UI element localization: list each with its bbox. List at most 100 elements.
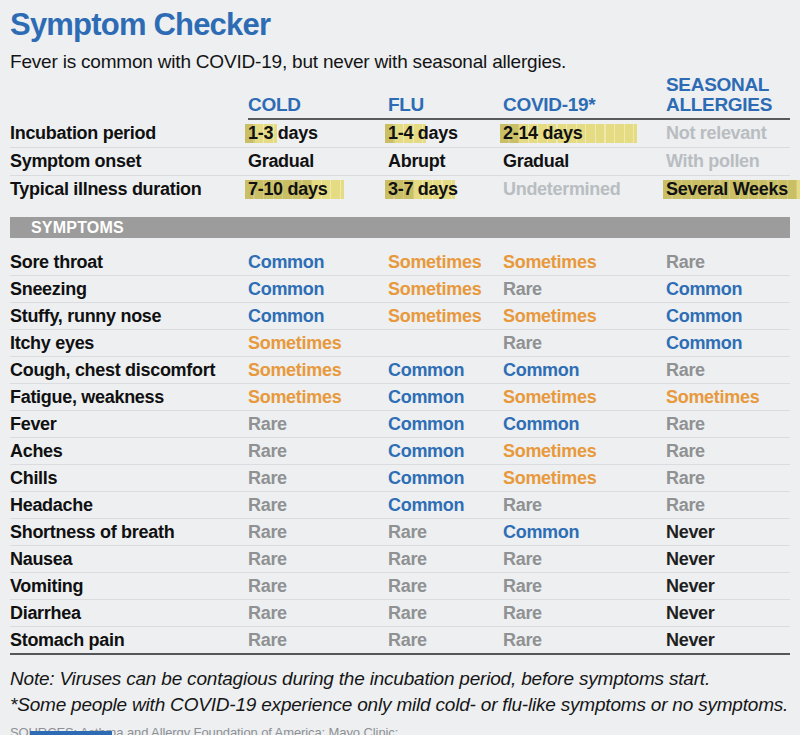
cell-value: Rare	[503, 603, 666, 624]
row-label: Cough, chest discomfort	[10, 360, 248, 381]
cell-value: Sometimes	[388, 279, 503, 300]
cell-text: Sometimes	[388, 306, 481, 326]
cell-text: Sometimes	[503, 252, 596, 272]
sources-block: SOURCES: Asthma and Allergy Foundation o…	[10, 726, 790, 735]
cell-value: Common	[388, 414, 503, 435]
cell-text: Sometimes	[248, 387, 341, 407]
cell-text: Rare	[388, 630, 427, 650]
cell-value: Never	[666, 549, 790, 570]
table-row: Cough, chest discomfortSometimesCommonCo…	[10, 357, 790, 384]
note-incubation: Note: Viruses can be contagious during t…	[10, 666, 790, 692]
cell-text: Rare	[503, 549, 542, 569]
cell-text: Rare	[666, 414, 705, 434]
cell-value: Abrupt	[388, 151, 503, 172]
cell-text: Gradual	[248, 151, 314, 171]
column-header-seasonal-allergies: SEASONAL ALLERGIES	[666, 75, 761, 115]
cell-value: Common	[388, 441, 503, 462]
cell-value: Rare	[248, 522, 388, 543]
cell-text: Sometimes	[388, 279, 481, 299]
cell-value: 1-4 days	[388, 123, 503, 144]
cropped-next-section-fragment	[30, 731, 112, 735]
cell-value: Common	[666, 333, 790, 354]
cell-text: Common	[503, 360, 579, 380]
cell-text: Common	[388, 387, 464, 407]
cell-text: Gradual	[503, 151, 569, 171]
symptoms-table: Sore throatCommonSometimesSometimesRareS…	[10, 249, 790, 655]
cell-value: Common	[388, 360, 503, 381]
cell-text: Never	[666, 522, 715, 542]
column-header-flu: FLU	[388, 95, 503, 115]
cell-text: 1-4 days	[388, 123, 458, 143]
cell-value: Rare	[666, 468, 790, 489]
cell-text: 7-10 days	[248, 179, 327, 199]
cell-value: Rare	[666, 252, 790, 273]
cell-value: Gradual	[503, 151, 666, 172]
cell-value: Common	[388, 468, 503, 489]
cell-text: Rare	[248, 522, 287, 542]
row-label: Shortness of breath	[10, 522, 248, 543]
cell-text: Rare	[388, 603, 427, 623]
table-row: Symptom onsetGradualAbruptGradualWith po…	[10, 148, 790, 176]
cell-value: Never	[666, 603, 790, 624]
table-row: Typical illness duration7-10 days3-7 day…	[10, 176, 790, 203]
cell-value: Rare	[503, 549, 666, 570]
table-row: Sore throatCommonSometimesSometimesRare	[10, 249, 790, 276]
cell-value: Rare	[248, 441, 388, 462]
row-label: Sneezing	[10, 279, 248, 300]
row-label: Incubation period	[10, 123, 248, 144]
cell-value: Rare	[388, 522, 503, 543]
cell-text: Common	[388, 468, 464, 488]
cell-value: Rare	[248, 576, 388, 597]
cell-value: Rare	[248, 414, 388, 435]
cell-text: Sometimes	[388, 252, 481, 272]
column-header-cold: COLD	[248, 95, 388, 115]
cell-text: Rare	[248, 630, 287, 650]
page-title: Symptom Checker	[10, 8, 790, 42]
cell-value: Rare	[666, 360, 790, 381]
table-row: AchesRareCommonSometimesRare	[10, 438, 790, 465]
cell-text: 2-14 days	[503, 123, 582, 143]
row-label: Fatigue, weakness	[10, 387, 248, 408]
notes: Note: Viruses can be contagious during t…	[10, 666, 790, 718]
cell-value: Gradual	[248, 151, 388, 172]
cell-value: Common	[248, 306, 388, 327]
cell-value: Undetermined	[503, 179, 666, 200]
cell-value: Sometimes	[388, 306, 503, 327]
cell-value: Rare	[248, 549, 388, 570]
cell-value: Common	[503, 414, 666, 435]
cell-text: Common	[388, 441, 464, 461]
cell-value: Common	[666, 279, 790, 300]
cell-value: Sometimes	[503, 387, 666, 408]
cell-text: Rare	[248, 495, 287, 515]
cell-value: 2-14 days	[503, 123, 666, 144]
cell-text: Sometimes	[503, 441, 596, 461]
cell-value: 7-10 days	[248, 179, 388, 200]
row-label: Nausea	[10, 549, 248, 570]
note-covid-footnote: *Some people with COVID-19 experience on…	[10, 692, 790, 718]
cell-text: Undetermined	[503, 179, 620, 199]
cell-value: Rare	[666, 495, 790, 516]
row-label: Sore throat	[10, 252, 248, 273]
cell-value: Common	[666, 306, 790, 327]
cell-text: Sometimes	[503, 306, 596, 326]
column-header-row: COLD FLU COVID-19* SEASONAL ALLERGIES	[10, 75, 790, 118]
table-row: HeadacheRareCommonRareRare	[10, 492, 790, 519]
cell-text: Rare	[503, 576, 542, 596]
cell-value: Sometimes	[248, 387, 388, 408]
cell-text: Rare	[388, 522, 427, 542]
table-row: Stomach painRareRareRareNever	[10, 627, 790, 653]
cell-value: Rare	[503, 333, 666, 354]
cell-value: Rare	[248, 495, 388, 516]
row-label: Stomach pain	[10, 630, 248, 651]
cell-value: Rare	[503, 279, 666, 300]
infographic: Symptom Checker Fever is common with COV…	[0, 0, 800, 735]
cell-value: Sometimes	[503, 468, 666, 489]
row-label: Typical illness duration	[10, 179, 248, 200]
cell-text: Sometimes	[503, 468, 596, 488]
cell-value: Rare	[503, 495, 666, 516]
cell-value: With pollen	[666, 151, 790, 172]
cell-value: Not relevant	[666, 123, 790, 144]
cell-text: Rare	[503, 333, 542, 353]
cell-text: Never	[666, 576, 715, 596]
table-row: Shortness of breathRareRareCommonNever	[10, 519, 790, 546]
